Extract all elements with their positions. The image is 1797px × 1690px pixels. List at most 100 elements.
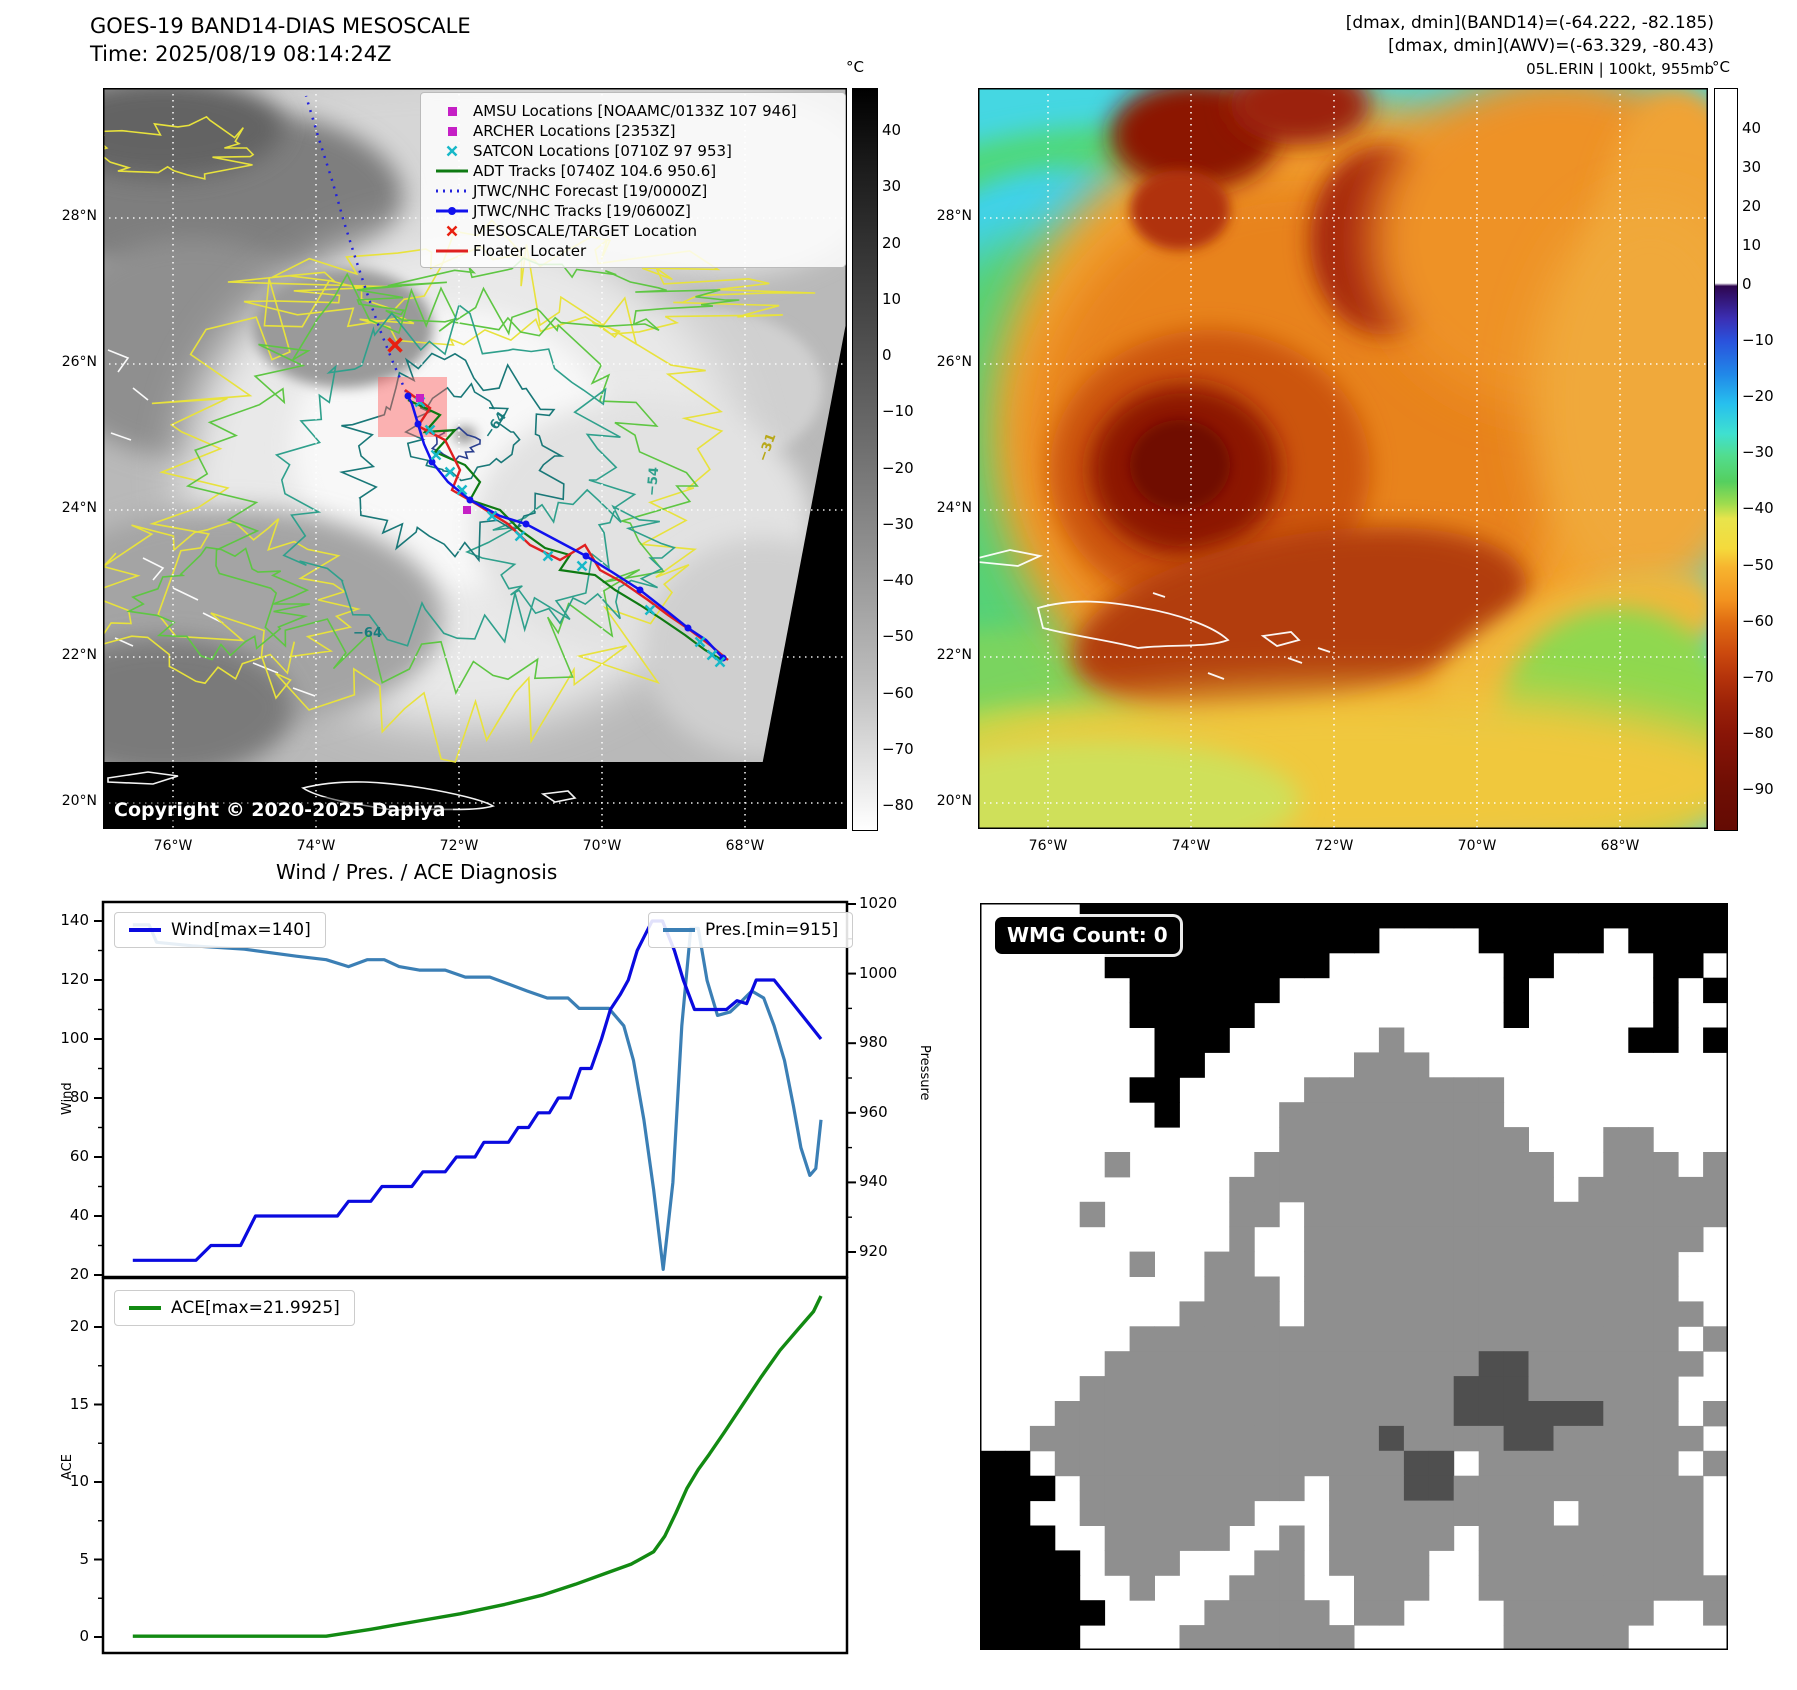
left-map-timestamp: Time: 2025/08/19 08:14:24Z xyxy=(90,42,392,66)
right-colorbar-tick: −30 xyxy=(1742,443,1774,461)
left-colorbar-tick: −70 xyxy=(882,739,914,758)
left-lat-label: 24°N xyxy=(61,500,97,516)
left-colorbar-tick: 10 xyxy=(882,289,902,308)
right-colorbar-tick: 40 xyxy=(1742,119,1762,137)
ace-legend-label: ACE[max=21.9925] xyxy=(171,1298,340,1318)
right-colorbar-tick: 30 xyxy=(1742,158,1762,176)
right-colorbar-tick: 0 xyxy=(1742,275,1752,293)
left-lat-label: 22°N xyxy=(61,647,97,663)
left-map-title: GOES-19 BAND14-DIAS MESOSCALE xyxy=(90,14,471,38)
dmax-dmin-band14: [dmax, dmin](BAND14)=(-64.222, -82.185) xyxy=(1345,13,1714,33)
wind-tick: 20 xyxy=(69,1265,89,1283)
pressure-tick: 1020 xyxy=(859,894,898,912)
right-lon-label: 74°W xyxy=(1171,838,1211,854)
wind-legend-swatch xyxy=(129,928,161,932)
left-lon-label: 76°W xyxy=(153,838,193,854)
left-colorbar xyxy=(852,88,878,831)
legend-label: Floater Locater xyxy=(473,242,587,260)
legend-label: MESOSCALE/TARGET Location xyxy=(473,222,698,240)
left-colorbar-tick: −60 xyxy=(882,683,914,702)
left-colorbar-tick: −20 xyxy=(882,458,914,477)
ace-legend-swatch xyxy=(129,1306,161,1310)
left-colorbar-unit: °C xyxy=(846,58,864,76)
ace-tick: 0 xyxy=(79,1627,89,1645)
left-lon-label: 72°W xyxy=(439,838,479,854)
legend-marker-line xyxy=(431,244,473,258)
right-colorbar-unit: °C xyxy=(1712,58,1730,76)
ace-chart xyxy=(94,1276,849,1655)
scan-edge-wedge xyxy=(750,318,847,829)
wind-tick: 100 xyxy=(60,1029,89,1047)
left-lat-label: 26°N xyxy=(61,354,97,370)
ace-tick: 5 xyxy=(79,1549,89,1568)
pressure-tick: 920 xyxy=(859,1242,888,1260)
right-lat-label: 22°N xyxy=(936,647,972,663)
legend-label: SATCON Locations [0710Z 97 953] xyxy=(473,142,732,160)
contour-label: −54 xyxy=(644,466,663,497)
wind-tick: 140 xyxy=(60,911,89,929)
legend-item: AMSU Locations [NOAAMC/0133Z 107 946] xyxy=(431,101,835,121)
no-data-strip xyxy=(103,762,847,829)
ace-tick: 20 xyxy=(69,1317,89,1335)
wind-pressure-chart xyxy=(94,900,856,1279)
right-lat-label: 24°N xyxy=(936,500,972,516)
legend-label: AMSU Locations [NOAAMC/0133Z 107 946] xyxy=(473,102,797,120)
left-colorbar-tick: −50 xyxy=(882,627,914,646)
right-colorbar-tick: −80 xyxy=(1742,724,1774,742)
pressure-tick: 940 xyxy=(859,1172,888,1191)
legend-item: MESOSCALE/TARGET Location xyxy=(431,221,835,241)
right-colorbar-tick: −50 xyxy=(1742,556,1774,574)
wmg-count-badge: WMG Count: 0 xyxy=(995,917,1180,954)
wind-legend: Wind[max=140] xyxy=(114,912,326,948)
legend-marker-square xyxy=(431,104,473,118)
wind-tick: 60 xyxy=(69,1147,89,1165)
right-colorbar-tick: −90 xyxy=(1742,780,1774,798)
coastlines-color-map xyxy=(978,549,1331,680)
wind-tick: 40 xyxy=(69,1206,89,1224)
left-lon-label: 70°W xyxy=(582,838,622,854)
pressure-tick: 1000 xyxy=(859,963,898,982)
pressure-tick: 960 xyxy=(859,1102,888,1121)
left-colorbar-tick: 30 xyxy=(882,177,902,196)
right-lon-label: 70°W xyxy=(1457,838,1497,854)
legend-item: SATCON Locations [0710Z 97 953] xyxy=(431,141,835,161)
pressure-axis-label: Pressure xyxy=(917,1045,932,1101)
dmax-dmin-awv: [dmax, dmin](AWV)=(-63.329, -80.43) xyxy=(1388,36,1714,56)
right-colorbar-tick: 20 xyxy=(1742,197,1762,215)
right-colorbar-tick: 10 xyxy=(1742,236,1762,254)
ace-tick: 10 xyxy=(69,1472,89,1490)
right-colorbar-tick: −60 xyxy=(1742,612,1774,630)
left-colorbar-tick: 40 xyxy=(882,121,902,139)
legend-marker-xmark xyxy=(431,144,473,158)
map-legend: AMSU Locations [NOAAMC/0133Z 107 946] ARC… xyxy=(420,92,846,268)
legend-item: ARCHER Locations [2353Z] xyxy=(431,121,835,141)
left-lon-label: 68°W xyxy=(725,838,765,854)
right-lat-label: 20°N xyxy=(936,793,972,809)
right-colorbar-tick: −20 xyxy=(1742,387,1774,405)
legend-label: JTWC/NHC Forecast [19/0000Z] xyxy=(473,182,708,200)
storm-id-intensity: 05L.ERIN | 100kt, 955mb xyxy=(1526,60,1714,78)
right-lon-label: 68°W xyxy=(1600,838,1640,854)
chart-title: Wind / Pres. / ACE Diagnosis xyxy=(276,860,558,884)
right-colorbar-tick: −10 xyxy=(1742,331,1774,349)
left-colorbar-tick: 0 xyxy=(882,346,892,364)
contour-label: −64 xyxy=(353,626,382,641)
pressure-legend-swatch xyxy=(663,928,695,932)
wind-tick: 120 xyxy=(60,970,89,988)
legend-marker-linedot xyxy=(431,204,473,218)
legend-marker-square xyxy=(431,124,473,138)
right-lat-label: 26°N xyxy=(936,354,972,370)
legend-item: JTWC/NHC Forecast [19/0000Z] xyxy=(431,181,835,201)
legend-marker-xmark xyxy=(431,224,473,238)
right-lon-label: 72°W xyxy=(1314,838,1354,854)
right-colorbar xyxy=(1714,88,1738,831)
left-colorbar-tick: −30 xyxy=(882,514,914,533)
right-colorbar-tick: −70 xyxy=(1742,668,1774,686)
ace-tick: 15 xyxy=(69,1394,89,1413)
right-lon-label: 76°W xyxy=(1028,838,1068,854)
legend-label: JTWC/NHC Tracks [19/0600Z] xyxy=(473,202,691,220)
left-colorbar-tick: −10 xyxy=(882,402,914,421)
color-cloud-imagery xyxy=(978,88,1708,829)
ir-color-map xyxy=(978,88,1708,829)
